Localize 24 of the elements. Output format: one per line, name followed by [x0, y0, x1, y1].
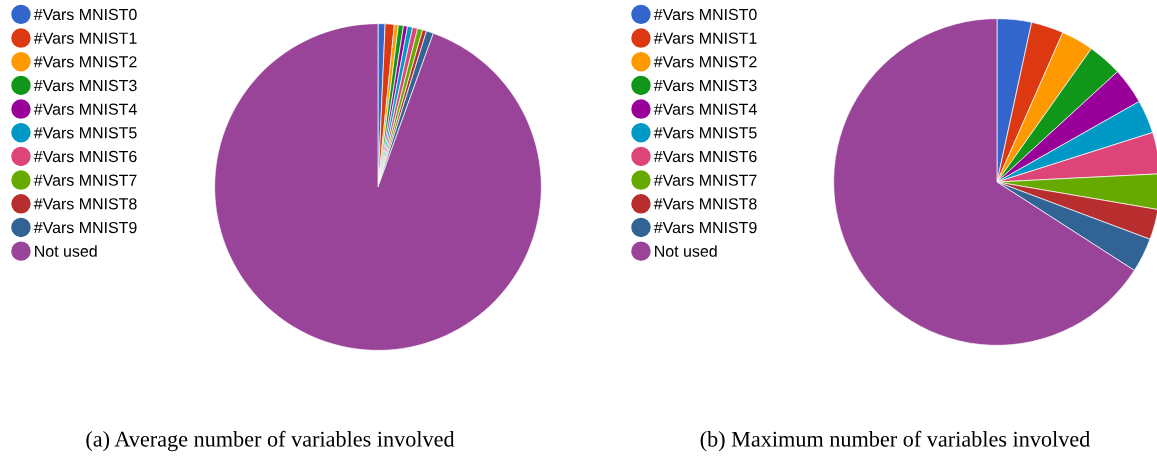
legend-label: #Vars MNIST6 [653, 150, 757, 163]
text: (b) Maximum number of variables involved [700, 430, 1091, 452]
legend-label: #Vars MNIST2 [33, 56, 137, 68]
legend-label: #Vars MNIST0 [33, 8, 137, 21]
legend-label: #Vars MNIST5 [653, 127, 757, 139]
legend-label: #Vars MNIST1 [653, 32, 757, 44]
legend-label: #Vars MNIST9 [653, 221, 757, 234]
legend-label: #Vars MNIST6 [33, 150, 137, 163]
legend-label: #Vars MNIST7 [653, 174, 757, 186]
legend-label: #Vars MNIST0 [653, 8, 757, 21]
legend-label: Not used [35, 245, 97, 257]
legend-label: #Vars MNIST3 [33, 79, 137, 92]
legend-label: #Vars MNIST9 [33, 221, 137, 234]
legend-label: #Vars MNIST1 [33, 32, 137, 44]
text: (a) Average number of variables involved [86, 430, 455, 452]
legend-label: #Vars MNIST8 [33, 198, 137, 210]
legend-label: #Vars MNIST7 [33, 174, 137, 186]
legend-label: #Vars MNIST2 [653, 56, 757, 68]
legend-label: #Vars MNIST5 [33, 127, 137, 139]
legend-label: #Vars MNIST8 [653, 198, 757, 210]
legend-label: #Vars MNIST4 [653, 103, 757, 115]
legend-label: Not used [655, 245, 717, 257]
legend-label: #Vars MNIST4 [33, 103, 137, 115]
legend-label: #Vars MNIST3 [653, 79, 757, 92]
